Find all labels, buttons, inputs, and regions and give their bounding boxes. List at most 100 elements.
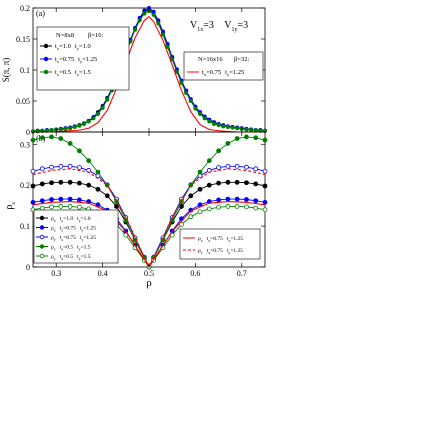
data-point	[49, 164, 54, 170]
panel-a-ylabel: S(π, π)	[1, 58, 11, 83]
data-point	[77, 180, 82, 186]
legend-right-frame	[183, 51, 264, 81]
data-point	[67, 141, 73, 146]
panel-a-ticks: 0 0.05 0.1 0.15 0.2	[16, 4, 265, 137]
data-point	[234, 179, 240, 185]
data-point	[86, 119, 91, 124]
legend-left-title-2: β=16:	[88, 32, 103, 39]
data-point	[221, 124, 226, 129]
data-point	[184, 90, 189, 95]
data-point	[216, 204, 222, 210]
panel-b-legend-left: ρx tx=1.0 ty=1.0 ρx tx=0.75 ty=1.25 ρy tx=0.75 t…	[33, 209, 119, 264]
annotation-b-base: V	[224, 20, 232, 31]
data-point	[105, 97, 110, 102]
data-point	[216, 123, 221, 128]
data-point	[206, 206, 212, 212]
data-point	[234, 196, 240, 202]
data-point	[95, 112, 100, 117]
data-point	[253, 135, 259, 141]
data-point	[72, 125, 77, 130]
panel-a-label: (a)	[36, 9, 45, 18]
data-point	[77, 204, 82, 210]
legend-a-left-1-marker	[43, 56, 49, 62]
panel-b: (b) ρs ρ 00.10.20.30.30.40.50.60.7 ρxtx=…	[4, 131, 268, 289]
legend-b-left-3-label: ρx tx=0.5 ty=1.5	[51, 245, 91, 252]
data-point	[249, 128, 254, 133]
panel-a-legend-left: N=8x8 β=16: tx=1.0 ty=1.0 tx=0.75 ty=1.25 tx…	[36, 26, 130, 91]
data-point	[58, 204, 64, 209]
data-point	[49, 128, 54, 133]
data-point	[225, 125, 230, 130]
data-point	[207, 119, 212, 124]
data-point	[67, 204, 73, 209]
data-point	[211, 121, 216, 126]
legend-b-left-frame	[33, 209, 119, 264]
data-point	[216, 197, 222, 203]
data-point	[193, 106, 198, 111]
data-point	[197, 186, 203, 192]
data-point	[235, 126, 240, 131]
data-point	[123, 217, 129, 223]
data-point	[188, 193, 194, 199]
data-point	[216, 148, 222, 154]
data-point	[49, 134, 54, 140]
data-point	[262, 199, 268, 205]
data-point	[197, 209, 203, 215]
y-tick-label: 0.1	[20, 66, 30, 75]
data-point	[49, 204, 54, 210]
data-point	[39, 181, 45, 187]
data-point	[58, 179, 64, 185]
data-point	[197, 169, 203, 175]
legend-a-right-0-label: tx=0.75 ty=1.25	[202, 69, 244, 77]
data-point	[49, 180, 54, 186]
data-point	[67, 196, 73, 202]
data-point	[30, 183, 36, 189]
series-line-3	[33, 15, 265, 133]
legend-b-left-4-marker	[39, 253, 45, 259]
legend-a-left-0-label: tx=1.0 ty=1.0	[55, 43, 91, 51]
data-point	[95, 169, 101, 175]
data-point	[91, 116, 96, 121]
y-tick-label: 0.15	[16, 35, 30, 44]
data-point	[244, 127, 249, 132]
data-point	[244, 134, 249, 140]
data-point	[58, 127, 63, 132]
data-point	[262, 207, 268, 213]
legend-a-left-0-marker	[43, 43, 49, 49]
data-point	[244, 204, 249, 210]
legend-a-left-2-label: tx=0.5 ty=1.5	[55, 69, 91, 77]
data-point	[58, 196, 64, 202]
data-point	[262, 137, 268, 143]
data-point	[39, 205, 45, 211]
panel-b-legend-right: ρx tx=0.75 ty=1.25 ρy tx=0.75 ty=1.25	[179, 228, 261, 260]
data-point	[225, 163, 231, 169]
data-point	[206, 158, 212, 164]
y-tick-label: 0.2	[20, 4, 30, 13]
data-point	[216, 165, 222, 170]
data-point	[39, 198, 45, 204]
data-point	[188, 99, 193, 104]
panel-a: (a) S(π, π) V1x=3 V1y=3 00.050.10.150.2 …	[1, 4, 267, 137]
ylabel-rho: ρ	[4, 205, 15, 210]
y-tick-label: 0	[26, 263, 30, 272]
data-point	[100, 105, 105, 110]
data-point	[39, 166, 45, 172]
legend-right-title-2: β=32:	[234, 56, 249, 63]
data-point	[244, 164, 249, 170]
panel-a-annotation: V1x=3 V1y=3	[190, 20, 248, 33]
data-point	[188, 214, 194, 220]
data-point	[133, 27, 138, 32]
legend-b-left-4-label: ρy tx=0.5 ty=1.5	[51, 254, 91, 261]
panel-b-xlabel: ρ	[146, 277, 152, 289]
annotation-a-base: V	[190, 20, 198, 31]
data-point	[253, 181, 259, 187]
y-tick-label: 0.1	[20, 222, 30, 231]
legend-b-right-1-label: ρy tx=0.75 ty=1.25	[198, 248, 243, 255]
data-point	[179, 81, 184, 86]
legend-left-frame	[36, 26, 130, 91]
data-point	[253, 198, 259, 204]
data-point	[86, 182, 92, 188]
annotation-b-sub: 1y	[231, 27, 237, 33]
data-point	[234, 136, 240, 141]
